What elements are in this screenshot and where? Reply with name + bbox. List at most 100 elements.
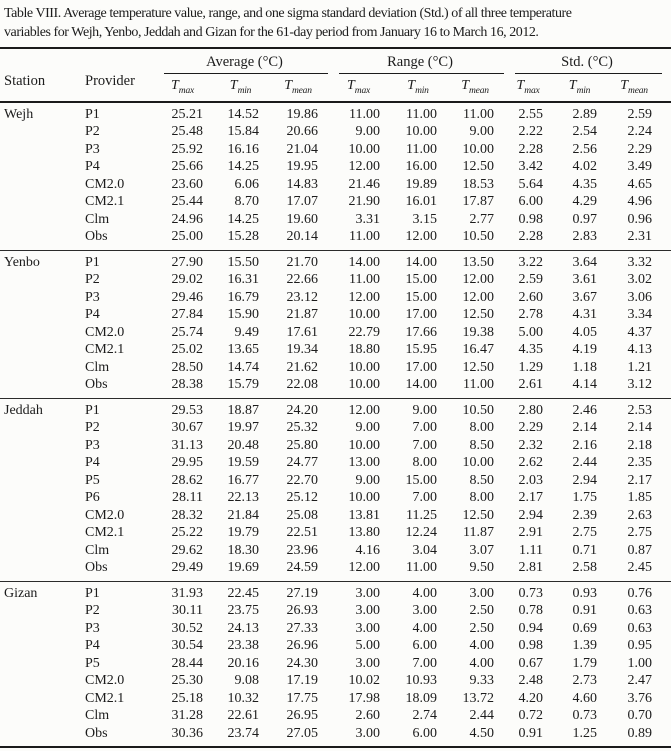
- value-cell: 4.02: [572, 159, 598, 175]
- value-cell: 31.93: [171, 585, 204, 601]
- value-cell: 4.14: [572, 377, 598, 393]
- value-cell: 9.49: [234, 324, 260, 340]
- value-cell: 0.96: [627, 211, 653, 227]
- value-cell: 17.66: [405, 324, 438, 340]
- value-cell: 23.75: [227, 603, 260, 619]
- table-row: Gizan P1 31.93 22.45 27.19 3.00 4.00 3.00 0.73 0.…: [0, 581, 671, 602]
- value-cell: 8.70: [234, 194, 260, 210]
- value-cell: 10.32: [227, 690, 260, 706]
- value-cell: 2.22: [518, 124, 544, 140]
- value-cell: 22.61: [227, 708, 260, 724]
- provider-label: Obs: [85, 377, 108, 393]
- value-cell: 2.28: [518, 141, 544, 157]
- provider-label: CM2.0: [85, 673, 125, 689]
- provider-label: P4: [85, 307, 100, 323]
- value-cell: 2.46: [572, 402, 598, 418]
- value-cell: 0.63: [627, 620, 653, 636]
- table-header: Station Provider Average (°C) Range (°C)…: [0, 48, 671, 102]
- value-cell: 12.00: [348, 159, 381, 175]
- value-cell: 18.80: [348, 342, 381, 358]
- value-cell: 3.76: [627, 690, 653, 706]
- table-row: Obs 28.38 15.79 22.08 10.00 14.00 11.00 2.61 4.1…: [0, 376, 671, 398]
- station-label: [0, 306, 84, 324]
- value-cell: 25.22: [171, 525, 204, 541]
- table-row: Obs 30.36 23.74 27.05 3.00 6.00 4.50 0.91 1.25 0.…: [0, 725, 671, 748]
- col-header-provider: Provider: [85, 72, 135, 89]
- provider-label: P4: [85, 159, 100, 175]
- value-cell: 2.81: [518, 560, 544, 576]
- value-cell: 25.48: [171, 124, 204, 140]
- value-cell: 4.13: [627, 342, 653, 358]
- value-cell: 2.28: [518, 229, 544, 245]
- value-cell: 2.39: [572, 507, 598, 523]
- value-cell: 12.00: [348, 289, 381, 305]
- value-cell: 4.19: [572, 342, 598, 358]
- value-cell: 3.06: [627, 289, 653, 305]
- col-header-avg-tmax: Tmax: [170, 78, 195, 96]
- value-cell: 10.00: [405, 124, 438, 140]
- table-row: P3 25.92 16.16 21.04 10.00 11.00 10.00 2.28 2.56…: [0, 141, 671, 159]
- value-cell: 11.87: [463, 525, 495, 541]
- value-cell: 2.62: [518, 455, 544, 471]
- value-cell: 2.16: [572, 437, 598, 453]
- station-label: [0, 228, 84, 250]
- station-label: [0, 271, 84, 289]
- value-cell: 0.63: [627, 603, 653, 619]
- value-cell: 3.07: [469, 542, 495, 558]
- range-group-label: Range (°C): [387, 54, 453, 70]
- value-cell: 24.13: [227, 620, 260, 636]
- value-cell: 14.52: [227, 106, 260, 122]
- provider-label: P1: [85, 585, 100, 601]
- value-cell: 25.32: [286, 420, 319, 436]
- provider-label: CM2.1: [85, 690, 125, 706]
- station-label: [0, 524, 84, 542]
- value-cell: 2.75: [627, 525, 653, 541]
- value-cell: 17.00: [405, 307, 438, 323]
- station-label: [0, 620, 84, 638]
- value-cell: 29.46: [171, 289, 204, 305]
- table-row: CM2.1 25.44 8.70 17.07 21.90 16.01 17.87 6.00 4.…: [0, 193, 671, 211]
- value-cell: 25.02: [171, 342, 204, 358]
- provider-label: P5: [85, 472, 100, 488]
- value-cell: 8.00: [469, 420, 495, 436]
- value-cell: 11.00: [349, 272, 380, 288]
- caption-line-2: variables for Wejh, Yenbo, Jeddah and Gi…: [4, 24, 539, 40]
- provider-label: P1: [85, 254, 100, 270]
- value-cell: 10.00: [462, 455, 495, 471]
- value-cell: 2.44: [469, 708, 495, 724]
- value-cell: 10.50: [462, 229, 495, 245]
- value-cell: 22.08: [286, 377, 319, 393]
- value-cell: 2.44: [572, 455, 598, 471]
- value-cell: 4.00: [412, 620, 438, 636]
- value-cell: 15.84: [227, 124, 260, 140]
- value-cell: 9.08: [234, 673, 260, 689]
- provider-label: CM2.1: [85, 342, 125, 358]
- value-cell: 25.12: [286, 490, 319, 506]
- value-cell: 23.38: [227, 638, 260, 654]
- value-cell: 3.00: [412, 603, 438, 619]
- value-cell: 0.67: [518, 655, 544, 671]
- table-row: Clm 29.62 18.30 23.96 4.16 3.04 3.07 1.11 0.71 0.…: [0, 542, 671, 560]
- value-cell: 16.77: [227, 472, 260, 488]
- value-cell: 13.80: [348, 525, 381, 541]
- station-label: [0, 324, 84, 342]
- value-cell: 17.98: [348, 690, 381, 706]
- value-cell: 2.17: [627, 472, 653, 488]
- value-cell: 1.29: [518, 359, 544, 375]
- provider-label: P6: [85, 490, 100, 506]
- value-cell: 6.00: [518, 194, 544, 210]
- value-cell: 27.05: [286, 725, 319, 741]
- provider-label: P1: [85, 106, 100, 122]
- value-cell: 2.50: [469, 603, 495, 619]
- value-cell: 12.50: [462, 307, 495, 323]
- value-cell: 19.59: [227, 455, 260, 471]
- value-cell: 12.00: [348, 402, 381, 418]
- value-cell: 14.83: [286, 176, 319, 192]
- station-label: [0, 690, 84, 708]
- value-cell: 2.78: [518, 307, 544, 323]
- value-cell: 4.31: [572, 307, 598, 323]
- provider-label: CM2.1: [85, 525, 125, 541]
- value-cell: 28.32: [171, 507, 204, 523]
- value-cell: 21.46: [348, 176, 381, 192]
